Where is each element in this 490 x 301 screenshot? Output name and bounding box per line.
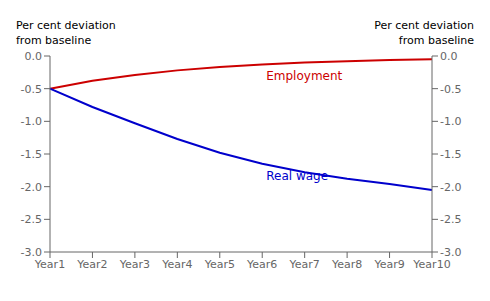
- svg-text:Employment: Employment: [266, 69, 342, 83]
- svg-text:Real wage: Real wage: [266, 169, 328, 183]
- svg-text:Year10: Year10: [412, 258, 450, 271]
- svg-text:Year2: Year2: [76, 258, 107, 271]
- svg-text:Year5: Year5: [204, 258, 235, 271]
- html-text:Per cent deviation from baseli: Per cent deviation from baseline: [374, 19, 474, 47]
- svg-text:-0.5: -0.5: [440, 83, 461, 96]
- svg-text:0.0: 0.0: [25, 50, 43, 63]
- svg-text:-2.5: -2.5: [21, 213, 42, 226]
- svg-text:-1.0: -1.0: [440, 115, 461, 128]
- svg-text:Year4: Year4: [161, 258, 192, 271]
- svg-text:Year6: Year6: [246, 258, 277, 271]
- html-text:Per cent deviation from baseli: Per cent deviation from baseline: [16, 19, 116, 47]
- svg-text:-3.0: -3.0: [21, 246, 42, 259]
- svg-text:Year1: Year1: [34, 258, 65, 271]
- svg-text:-0.5: -0.5: [21, 83, 42, 96]
- svg-text:Year7: Year7: [289, 258, 320, 271]
- svg-text:Year8: Year8: [331, 258, 362, 271]
- svg-text:-1.5: -1.5: [21, 148, 42, 161]
- svg-text:-1.5: -1.5: [440, 148, 461, 161]
- svg-text:-2.0: -2.0: [440, 181, 461, 194]
- svg-text:Year3: Year3: [119, 258, 150, 271]
- svg-text:-3.0: -3.0: [440, 246, 461, 259]
- svg-text:Year9: Year9: [373, 258, 404, 271]
- svg-text:-1.0: -1.0: [21, 115, 42, 128]
- svg-text:0.0: 0.0: [440, 50, 458, 63]
- svg-text:-2.0: -2.0: [21, 181, 42, 194]
- svg-text:-2.5: -2.5: [440, 213, 461, 226]
